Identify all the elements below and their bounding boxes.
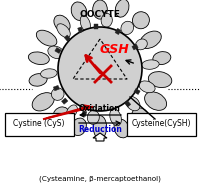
Text: GSH: GSH	[99, 42, 129, 56]
Ellipse shape	[145, 92, 167, 110]
Bar	[64, 35, 71, 41]
Bar	[78, 27, 83, 33]
Ellipse shape	[142, 60, 159, 69]
Ellipse shape	[71, 2, 87, 21]
Bar	[94, 24, 98, 29]
Ellipse shape	[53, 107, 69, 124]
Ellipse shape	[139, 81, 155, 93]
Ellipse shape	[131, 108, 149, 126]
Ellipse shape	[54, 15, 70, 32]
Ellipse shape	[110, 109, 121, 126]
Ellipse shape	[72, 118, 86, 136]
Ellipse shape	[80, 15, 90, 32]
Ellipse shape	[101, 13, 112, 27]
Ellipse shape	[57, 24, 70, 38]
Ellipse shape	[115, 0, 129, 17]
Ellipse shape	[36, 30, 57, 46]
Ellipse shape	[121, 21, 134, 35]
Ellipse shape	[136, 39, 147, 50]
Text: Cystine (CyS): Cystine (CyS)	[13, 119, 65, 128]
Bar	[53, 85, 59, 91]
Ellipse shape	[48, 46, 64, 59]
Ellipse shape	[93, 0, 107, 19]
Ellipse shape	[87, 111, 99, 124]
Ellipse shape	[114, 119, 129, 138]
Text: Oxidation: Oxidation	[79, 104, 121, 113]
Ellipse shape	[28, 52, 49, 65]
Ellipse shape	[153, 52, 171, 65]
FancyBboxPatch shape	[127, 113, 196, 136]
Ellipse shape	[41, 69, 57, 78]
Ellipse shape	[148, 72, 172, 88]
Bar	[81, 111, 87, 117]
Ellipse shape	[66, 105, 77, 118]
Text: OOCYTE: OOCYTE	[80, 10, 120, 19]
Ellipse shape	[93, 116, 107, 139]
Ellipse shape	[51, 88, 64, 100]
FancyBboxPatch shape	[4, 113, 74, 136]
Ellipse shape	[126, 96, 140, 111]
Bar	[134, 88, 140, 94]
Bar	[61, 98, 68, 104]
Text: (Cysteamine, β-mercaptoethanol): (Cysteamine, β-mercaptoethanol)	[39, 176, 161, 182]
Text: Reduction: Reduction	[78, 125, 122, 134]
Ellipse shape	[132, 12, 149, 29]
Text: Cysteine(CySH): Cysteine(CySH)	[131, 119, 191, 128]
Bar	[55, 47, 61, 53]
Bar	[132, 44, 138, 50]
Polygon shape	[93, 133, 107, 141]
Ellipse shape	[29, 74, 47, 86]
Ellipse shape	[140, 31, 161, 48]
Circle shape	[58, 27, 142, 111]
Bar	[124, 101, 131, 107]
Ellipse shape	[32, 93, 54, 111]
Bar	[115, 28, 121, 35]
